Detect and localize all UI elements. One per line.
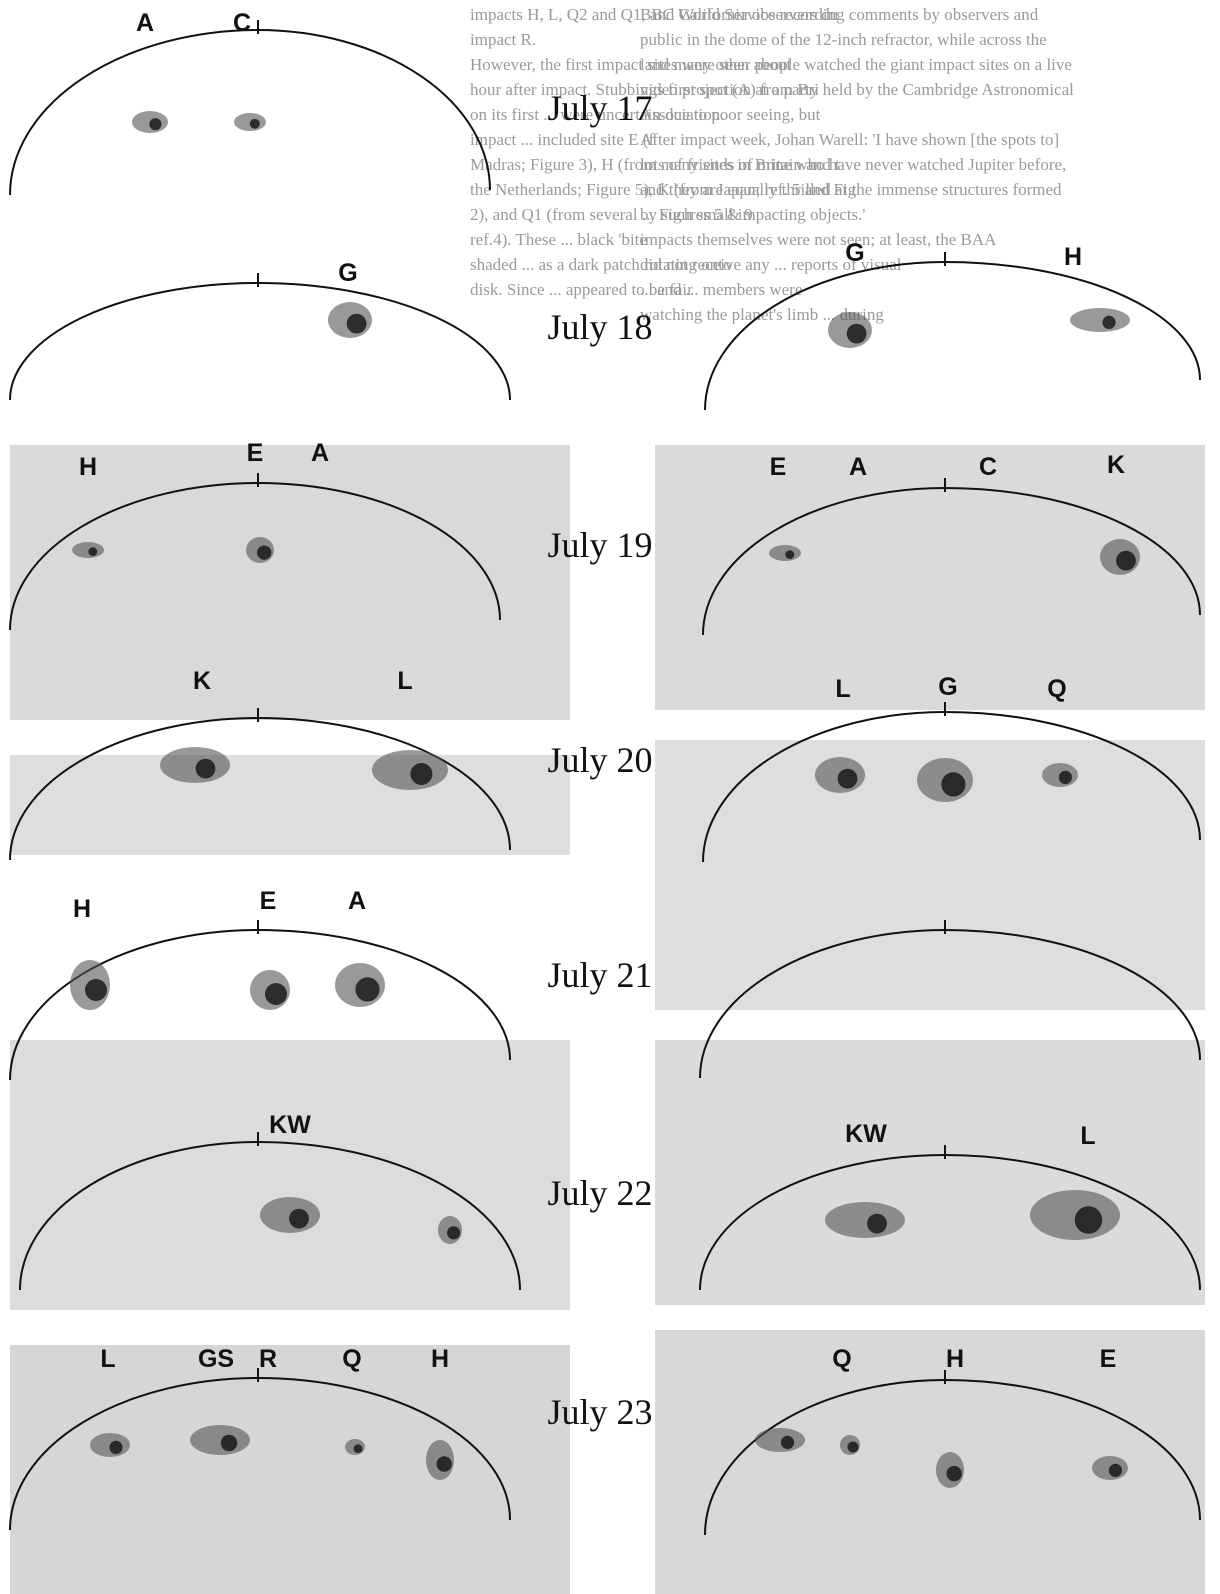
impact-label: G: [938, 673, 957, 701]
background-line: Association.: [640, 105, 725, 124]
impact-core: [781, 1436, 794, 1449]
impact-core: [410, 763, 432, 785]
impact-core: [221, 1435, 238, 1452]
background-line: lots of friends of mine who have never w…: [640, 155, 1066, 174]
background-line: impact R.: [470, 30, 536, 49]
background-line: BBC World Service recording comments by …: [640, 5, 1039, 24]
impact-core: [447, 1226, 460, 1239]
impact-spot: [160, 747, 230, 783]
impact-label: L: [100, 1345, 115, 1373]
background-line: video projection at a party held by the …: [640, 80, 1074, 99]
impact-label: Q: [1047, 675, 1066, 703]
impact-core: [437, 1456, 452, 1471]
impact-core: [88, 547, 97, 556]
date-label: July 23: [547, 1392, 652, 1432]
show-through-text: impacts H, L, Q2 and Q1, and California …: [470, 5, 1074, 324]
impact-label: A: [136, 9, 154, 37]
impact-spot: [190, 1425, 250, 1455]
impact-label: C: [233, 9, 251, 37]
date-label: July 22: [547, 1173, 652, 1213]
impact-label: E: [1100, 1345, 1117, 1373]
page: impacts H, L, Q2 and Q1, and California …: [0, 0, 1220, 1594]
impact-core: [1059, 771, 1072, 784]
impact-label: L: [397, 667, 412, 695]
impact-label: Q: [832, 1345, 851, 1373]
background-line: ref.4). These ... black 'bite: [470, 230, 647, 249]
impact-core: [848, 1442, 859, 1453]
impact-core: [785, 550, 794, 559]
date-label: July 20: [547, 740, 652, 780]
planet-limb: [10, 30, 490, 195]
impact-core: [109, 1441, 122, 1454]
impact-label: A: [311, 439, 329, 467]
impact-label: A: [348, 887, 366, 915]
impact-core: [149, 118, 161, 130]
impact-label: H: [946, 1345, 964, 1373]
impact-core: [847, 324, 867, 344]
impact-label: H: [79, 453, 97, 481]
impact-label: C: [979, 453, 997, 481]
background-line: After impact week, Johan Warell: 'I have…: [640, 130, 1059, 149]
background-line: by such small impacting objects.': [640, 205, 865, 224]
impact-core: [250, 119, 260, 129]
background-line: impact ... included site E (f: [470, 130, 654, 149]
impact-label: Q: [342, 1345, 361, 1373]
impact-core: [867, 1214, 887, 1234]
impact-core: [355, 977, 379, 1001]
impact-core: [265, 983, 287, 1005]
impact-spot: [769, 545, 801, 561]
planet-limb: [10, 283, 510, 400]
impact-spot: [234, 113, 266, 131]
impact-core: [196, 759, 216, 779]
impact-spot: [372, 750, 448, 790]
background-line: impacts themselves were not seen; at lea…: [640, 230, 997, 249]
impact-core: [1116, 551, 1136, 571]
impact-label: A: [849, 453, 867, 481]
impact-core: [257, 545, 271, 559]
impact-spot: [1070, 308, 1130, 332]
impact-core: [941, 772, 965, 796]
impact-label: H: [431, 1345, 449, 1373]
impact-core: [354, 1444, 363, 1453]
impact-label: H: [1064, 243, 1082, 271]
impact-core: [85, 979, 107, 1001]
date-label: July 21: [547, 955, 652, 995]
impact-label: KW: [845, 1120, 887, 1148]
impact-label: E: [770, 453, 787, 481]
date-label: July 19: [547, 525, 652, 565]
impact-label: H: [73, 895, 91, 923]
impact-label: K: [1107, 451, 1125, 479]
impact-core: [1109, 1464, 1122, 1477]
impact-label: L: [1080, 1122, 1095, 1150]
background-line: and they are equally thrilled at the imm…: [640, 180, 1062, 199]
date-label: July 17: [547, 88, 652, 128]
impact-label: G: [338, 259, 357, 287]
impact-label: KW: [269, 1111, 311, 1139]
impact-spot: [1030, 1190, 1120, 1240]
impact-label: G: [845, 239, 864, 267]
date-label: July 18: [547, 307, 652, 347]
impact-core: [1102, 316, 1115, 329]
background-line: public in the dome of the 12-inch refrac…: [640, 30, 1047, 49]
impact-label: E: [247, 439, 264, 467]
background-line: land many other people watched the giant…: [640, 55, 1072, 74]
impact-core: [347, 314, 367, 334]
impact-spot: [825, 1202, 905, 1238]
impact-core: [838, 769, 858, 789]
impact-core: [289, 1209, 309, 1229]
impact-label: K: [193, 667, 211, 695]
impact-core: [947, 1466, 962, 1481]
impact-spot: [755, 1428, 805, 1452]
impact-label: GS: [198, 1345, 234, 1373]
impact-label: E: [260, 887, 277, 915]
impact-spot: [72, 542, 104, 558]
impact-core: [1075, 1206, 1103, 1234]
impact-label: R: [259, 1345, 277, 1373]
background-line: ... and ... members were: [640, 280, 802, 299]
impact-label: L: [835, 675, 850, 703]
